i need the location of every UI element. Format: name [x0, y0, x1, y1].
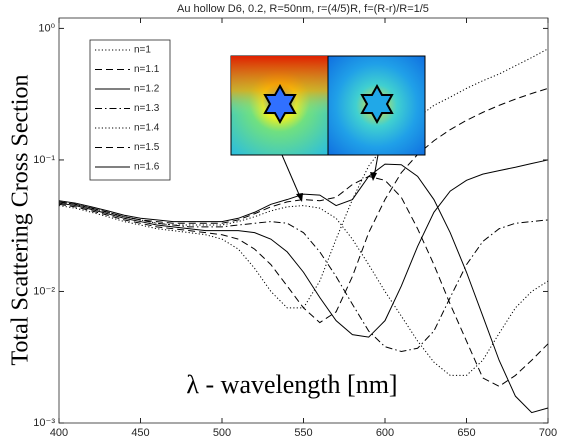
x-axis-label: λ - wavelength [nm]	[186, 370, 397, 399]
legend-label: n=1.3	[134, 103, 160, 114]
x-tick-label: 500	[213, 427, 231, 439]
series-line	[58, 87, 549, 324]
x-tick-label: 650	[457, 427, 475, 439]
inset-images	[230, 55, 426, 202]
legend-label: n=1.6	[134, 162, 160, 173]
legend-box	[89, 39, 171, 181]
star-shape	[263, 83, 297, 125]
legend: n=1 n=1.1 n=1.2 n=1.3 n=1.4 n=1.5 n=1.6	[89, 39, 171, 181]
x-tick-label: 400	[50, 427, 68, 439]
legend-label: n=1.2	[134, 84, 160, 95]
y-tick-label: 10⁻¹	[33, 154, 55, 166]
y-tick-label: 10⁰	[38, 22, 55, 34]
arrowhead	[370, 172, 377, 181]
series-layer	[58, 48, 549, 414]
x-tick-label: 700	[539, 427, 557, 439]
arrowhead	[296, 193, 303, 202]
x-tick-label: 550	[294, 427, 312, 439]
y-axis-label: Total Scattering Cross Section	[8, 75, 34, 366]
y-tick-label: 10⁻³	[33, 417, 55, 429]
legend-label: n=1.5	[134, 142, 160, 153]
legend-label: n=1.1	[134, 64, 160, 75]
legend-label: n=1	[134, 45, 151, 56]
series-line	[58, 159, 549, 338]
series-line	[58, 163, 549, 414]
arrow	[281, 154, 302, 200]
legend-label: n=1.4	[134, 123, 160, 134]
star-shape	[360, 83, 394, 125]
series-line	[58, 175, 549, 387]
y-tick-label: 10⁻²	[33, 285, 55, 297]
chart-title: Au hollow D6, 0.2, R=50nm, r=(4/5)R, f=(…	[177, 3, 429, 15]
x-tick-label: 450	[131, 427, 149, 439]
series-line	[58, 201, 549, 376]
x-tick-label: 600	[376, 427, 394, 439]
